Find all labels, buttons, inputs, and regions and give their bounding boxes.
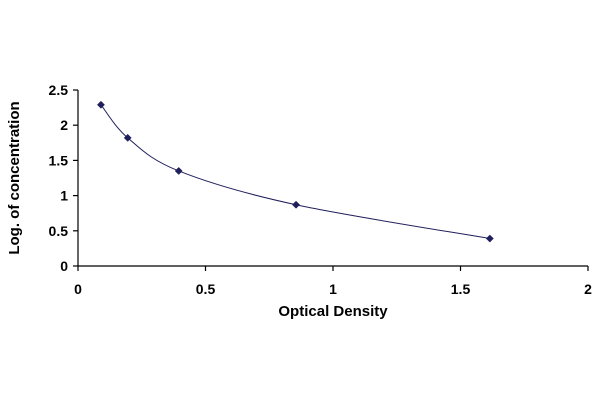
y-tick-label: 1	[60, 188, 68, 204]
y-tick-label: 0	[60, 258, 68, 274]
data-point	[123, 133, 132, 142]
y-tick-label: 0.5	[49, 223, 69, 239]
fit-curve	[100, 104, 490, 240]
axes	[77, 90, 588, 267]
y-tick-label: 1.5	[49, 152, 69, 168]
data-point	[96, 100, 105, 109]
y-axis-ticks: 0 0.5 1 1.5 2 2.5	[49, 82, 78, 274]
x-tick-label: 0.5	[196, 281, 216, 297]
series	[96, 100, 494, 243]
x-tick-label: 2	[584, 281, 592, 297]
data-point	[292, 200, 300, 209]
x-tick-label: 0	[74, 281, 82, 297]
data-point	[485, 234, 494, 243]
x-axis-label: Optical Density	[278, 303, 388, 320]
x-tick-label: 1.5	[451, 281, 471, 297]
x-tick-label: 1	[329, 281, 337, 297]
y-tick-label: 2	[60, 117, 68, 133]
y-axis-label: Log. of concentration	[6, 101, 23, 254]
data-point	[174, 167, 183, 175]
y-tick-label: 2.5	[49, 82, 69, 98]
x-axis-ticks: 0 0.5 1 1.5 2	[74, 266, 592, 297]
